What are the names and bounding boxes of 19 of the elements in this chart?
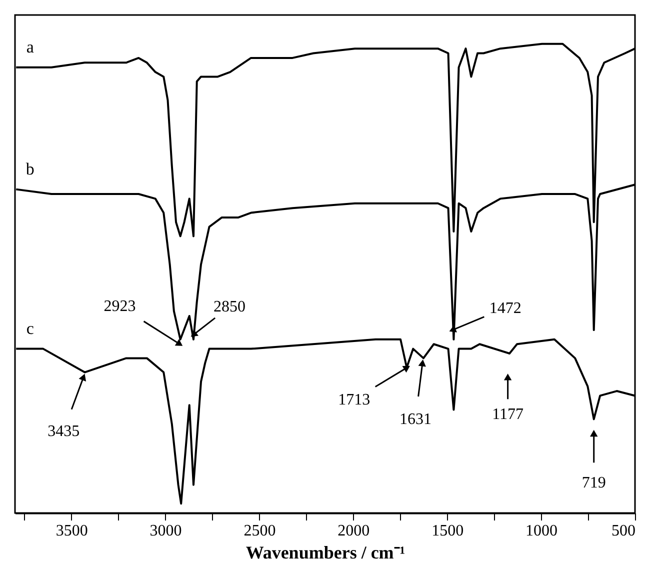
annotation: 1713 bbox=[338, 392, 370, 409]
annotation: 1472 bbox=[489, 300, 522, 318]
x-tick-label: 3500 bbox=[56, 522, 88, 540]
x-tick-label: 2500 bbox=[244, 522, 276, 540]
x-tick-label: 3000 bbox=[150, 522, 182, 540]
annotation: 2923 bbox=[104, 298, 136, 316]
annotation: 3435 bbox=[48, 422, 80, 440]
x-tick-label: 500 bbox=[612, 522, 636, 540]
annotation: 1177 bbox=[492, 406, 524, 423]
annotation: 1631 bbox=[400, 410, 432, 428]
x-tick-label: 1000 bbox=[526, 522, 558, 540]
series-label: b bbox=[26, 159, 34, 178]
x-axis-title: Wavenumbers / cm⁻¹ bbox=[246, 542, 406, 562]
x-tick-label: 2000 bbox=[338, 522, 370, 540]
series-label: a bbox=[26, 37, 34, 56]
annotation: 719 bbox=[582, 474, 606, 492]
x-tick-label: 1500 bbox=[432, 522, 464, 540]
annotation: 2850 bbox=[213, 298, 246, 316]
series-label: c bbox=[26, 318, 34, 338]
